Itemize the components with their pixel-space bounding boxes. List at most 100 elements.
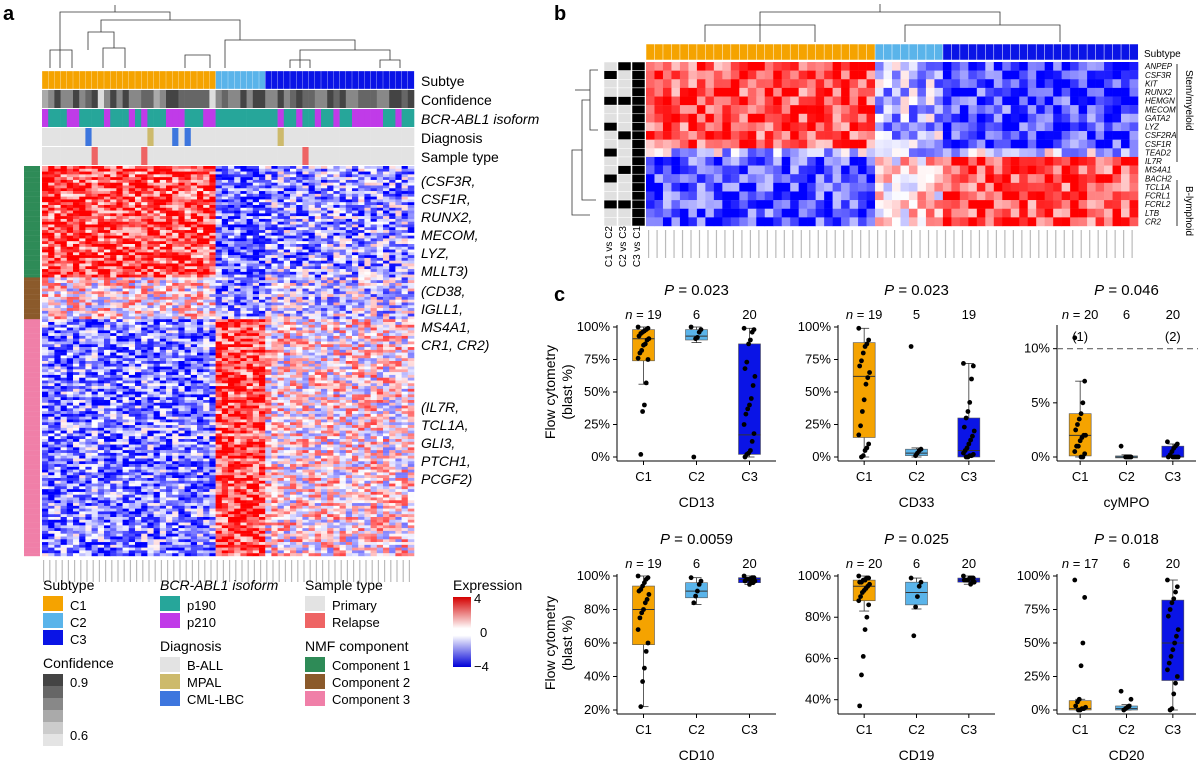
heatmap-a-cell — [122, 166, 130, 169]
heatmap-a-cell — [358, 241, 365, 245]
heatmap-a-cell — [73, 283, 80, 286]
heatmap-a-cell — [79, 252, 86, 256]
heatmap-a-cell — [302, 341, 309, 345]
heatmap-a-cell — [178, 232, 185, 236]
diagnosis-cell — [215, 128, 223, 146]
heatmap-a-cell — [308, 218, 316, 222]
heatmap-a-cell — [352, 358, 359, 362]
heatmap-a-cell — [190, 246, 198, 250]
heatmap-a-cell — [234, 358, 241, 362]
heatmap-a-cell — [246, 291, 254, 295]
heatmap-a-cell — [395, 202, 402, 206]
heatmap-a-cell — [97, 377, 105, 381]
heatmap-a-cell — [116, 224, 123, 228]
heatmap-a-cell — [308, 263, 316, 267]
heatmap-a-cell — [73, 280, 80, 284]
heatmap-a-cell — [401, 205, 409, 208]
heatmap-a-cell — [153, 294, 161, 298]
heatmap-a-cell — [48, 182, 55, 186]
heatmap-a-cell — [290, 227, 297, 231]
heatmap-a-cell — [60, 238, 68, 242]
heatmap-a-cell — [104, 358, 111, 362]
heatmap-a-cell — [277, 319, 285, 323]
heatmap-a-cell — [395, 218, 402, 222]
heatmap-a-cell — [401, 177, 409, 181]
heatmap-a-cell — [79, 185, 86, 189]
heatmap-a-cell — [321, 374, 328, 378]
heatmap-a-cell — [128, 347, 136, 351]
heatmap-a-cell — [153, 221, 161, 225]
heatmap-a-cell — [203, 202, 210, 206]
heatmap-a-cell — [401, 168, 409, 172]
sample-type-cell — [401, 147, 409, 165]
heatmap-a-cell — [333, 230, 340, 234]
heatmap-a-cell — [339, 199, 347, 203]
heatmap-a-cell — [252, 260, 260, 264]
heatmap-a-cell — [296, 327, 303, 331]
heatmap-a-cell — [116, 308, 123, 312]
subtype-cell — [110, 70, 117, 90]
heatmap-a-cell — [370, 333, 378, 337]
heatmap-a-cell — [91, 285, 99, 289]
heatmap-a-cell — [166, 179, 173, 183]
heatmap-a-cell — [376, 338, 384, 342]
heatmap-a-cell — [153, 168, 161, 172]
heatmap-a-cell — [110, 291, 117, 295]
heatmap-a-cell — [283, 330, 291, 334]
heatmap-a-cell — [308, 230, 316, 234]
heatmap-a-cell — [66, 283, 74, 286]
heatmap-a-cell — [376, 313, 384, 317]
heatmap-a-cell — [314, 266, 322, 270]
heatmap-a-cell — [190, 179, 198, 183]
heatmap-a-cell — [321, 355, 328, 359]
heatmap-a-cell — [376, 224, 384, 228]
heatmap-a-cell — [296, 232, 303, 236]
heatmap-a-cell — [389, 296, 396, 300]
heatmap-a-cell — [277, 313, 285, 317]
heatmap-a-cell — [314, 171, 322, 175]
heatmap-a-cell — [339, 316, 347, 320]
heatmap-a-cell — [407, 168, 415, 172]
heatmap-a-cell — [327, 310, 334, 314]
heatmap-a-cell — [73, 363, 80, 367]
heatmap-a-cell — [259, 280, 266, 284]
heatmap-a-cell — [321, 269, 328, 273]
heatmap-a-cell — [321, 171, 328, 175]
heatmap-a-cell — [147, 168, 154, 172]
heatmap-a-cell — [159, 196, 167, 200]
heatmap-a-cell — [221, 185, 229, 189]
heatmap-a-cell — [79, 358, 86, 362]
heatmap-a-cell — [42, 274, 49, 278]
heatmap-a-cell — [178, 319, 185, 323]
heatmap-a-cell — [153, 177, 161, 181]
heatmap-a-cell — [42, 344, 49, 348]
heatmap-a-cell — [308, 277, 316, 281]
heatmap-a-cell — [364, 202, 371, 206]
heatmap-a-cell — [370, 294, 378, 298]
heatmap-a-cell — [252, 263, 260, 267]
heatmap-a-cell — [271, 216, 278, 220]
heatmap-a-cell — [314, 174, 322, 178]
heatmap-a-cell — [345, 271, 353, 275]
heatmap-a-cell — [352, 361, 359, 364]
heatmap-a-cell — [66, 230, 74, 234]
heatmap-a-cell — [215, 319, 223, 323]
heatmap-a-cell — [73, 369, 80, 373]
heatmap-a-cell — [389, 291, 396, 295]
heatmap-a-cell — [376, 280, 384, 284]
heatmap-a-cell — [91, 308, 99, 312]
heatmap-a-cell — [259, 224, 266, 228]
sample-type-cell — [240, 147, 247, 165]
heatmap-a-cell — [271, 252, 278, 256]
heatmap-a-cell — [228, 347, 235, 351]
heatmap-a-cell — [407, 271, 415, 275]
heatmap-a-cell — [215, 260, 223, 264]
heatmap-a-cell — [79, 369, 86, 373]
heatmap-a-cell — [184, 263, 192, 267]
heatmap-a-cell — [190, 235, 198, 239]
heatmap-a-cell — [407, 266, 415, 270]
nmf-cell — [24, 294, 40, 298]
heatmap-a-cell — [184, 230, 192, 234]
heatmap-a-cell — [265, 358, 272, 362]
